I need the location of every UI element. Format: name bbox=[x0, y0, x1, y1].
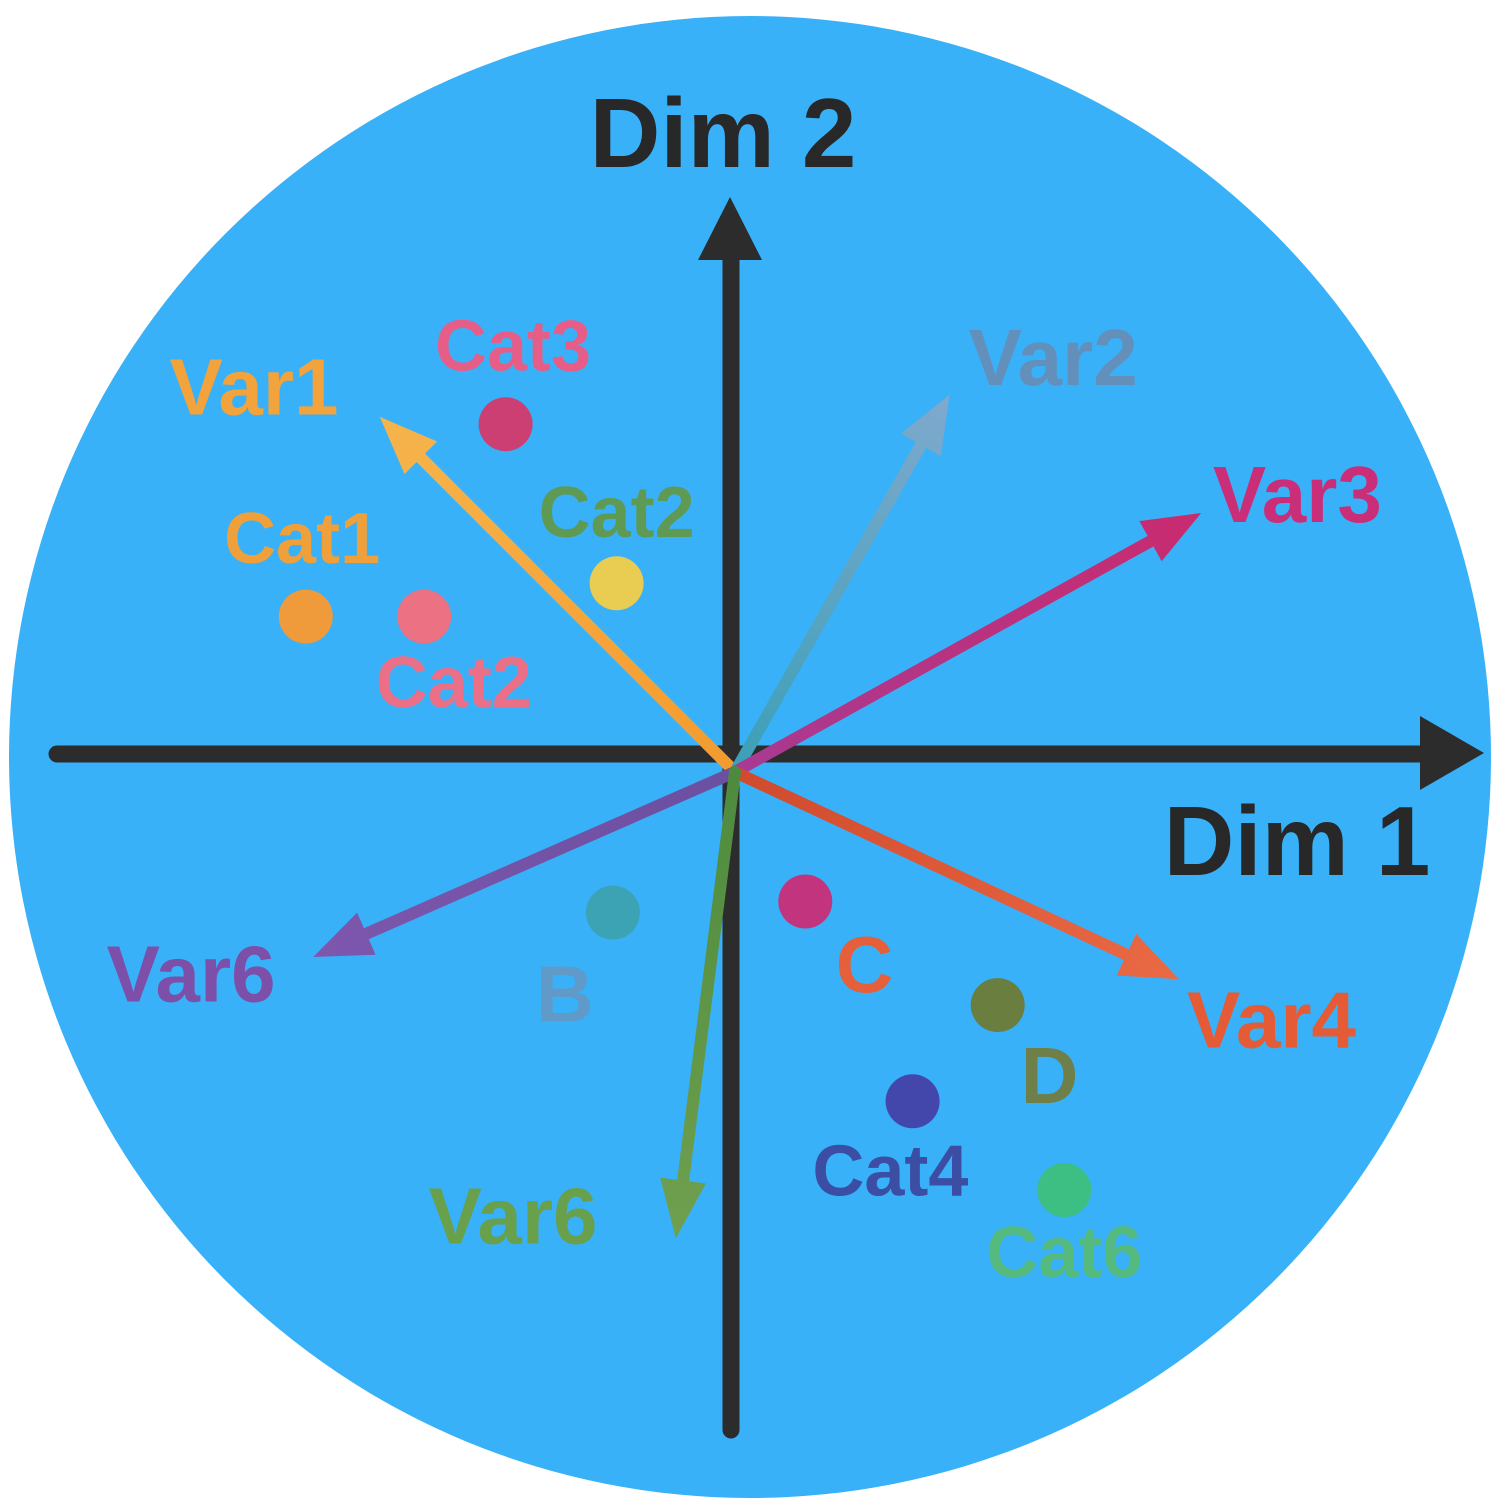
point-c bbox=[778, 874, 833, 929]
point-label-b: B bbox=[536, 950, 594, 1039]
x-axis-arrowhead-icon bbox=[1420, 716, 1484, 790]
point-cat2 bbox=[397, 589, 452, 644]
category-points bbox=[278, 397, 1092, 1218]
arrow-shaft-var6 bbox=[676, 766, 741, 1192]
point-label-cat6: Cat6 bbox=[986, 1213, 1142, 1293]
point-cat2 bbox=[589, 556, 644, 611]
point-label-cat3: Cat3 bbox=[435, 307, 591, 387]
point-label-c: C bbox=[836, 920, 894, 1009]
variable-label-var6: Var6 bbox=[428, 1172, 597, 1261]
x-axis-title: Dim 1 bbox=[1164, 786, 1431, 896]
variable-label-var6: Var6 bbox=[107, 930, 276, 1019]
arrowhead-icon-var1 bbox=[379, 416, 438, 475]
y-axis-arrowhead-icon bbox=[698, 197, 762, 260]
point-d bbox=[970, 978, 1025, 1033]
y-axis-title: Dim 2 bbox=[590, 78, 857, 188]
arrowhead-icon-var4 bbox=[1116, 933, 1179, 980]
variable-label-var1: Var1 bbox=[169, 343, 338, 432]
variable-label-var2: Var2 bbox=[969, 313, 1138, 402]
point-cat3 bbox=[478, 397, 533, 452]
arrow-shaft-var6 bbox=[355, 766, 741, 942]
point-label-cat4: Cat4 bbox=[812, 1132, 968, 1212]
arrowhead-icon-var2 bbox=[900, 394, 950, 457]
point-label-cat2: Cat2 bbox=[376, 643, 532, 723]
labels: Var1 Var2 Var3 Var4 Var6 Var6 Cat3 Cat1 Cat2 Cat2… bbox=[107, 307, 1382, 1294]
arrowhead-icon-var6 bbox=[660, 1177, 706, 1239]
point-cat6 bbox=[1037, 1163, 1092, 1218]
arrow-shaft-var3 bbox=[729, 532, 1161, 778]
point-cat4 bbox=[885, 1074, 940, 1129]
variable-label-var4: Var4 bbox=[1187, 975, 1357, 1064]
arrowhead-icon-var3 bbox=[1139, 513, 1202, 562]
arrowhead-icon-var6 bbox=[313, 912, 376, 957]
arrow-shaft-var4 bbox=[729, 766, 1137, 963]
point-label-cat1: Cat1 bbox=[224, 499, 380, 579]
point-b bbox=[585, 885, 640, 940]
variable-arrows bbox=[313, 394, 1202, 1239]
point-label-cat2: Cat2 bbox=[539, 473, 695, 553]
variable-label-var3: Var3 bbox=[1213, 450, 1382, 539]
point-label-d: D bbox=[1021, 1031, 1079, 1120]
arrow-shaft-var1 bbox=[411, 448, 741, 778]
arrow-shaft-var2 bbox=[729, 434, 930, 778]
point-cat1 bbox=[278, 589, 333, 644]
